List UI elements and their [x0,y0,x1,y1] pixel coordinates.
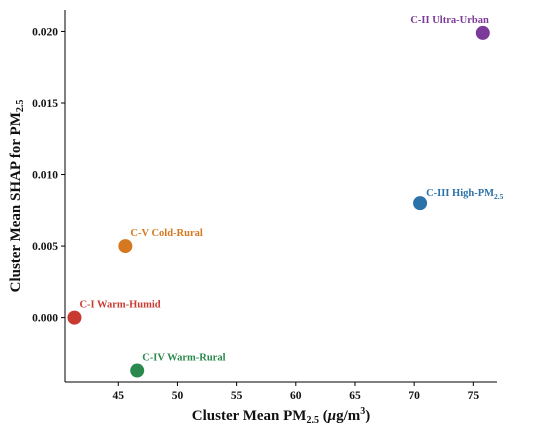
x-tick-label: 50 [172,390,184,402]
data-point [475,25,490,40]
y-tick-label: 0.000 [32,313,58,325]
point-label: C-I Warm-Humid [79,300,160,311]
data-points [67,25,490,378]
x-tick-label: 65 [349,390,361,402]
x-tick-label: 75 [468,390,480,402]
x-tick-label: 60 [290,390,302,402]
point-label: C-V Cold-Rural [130,228,203,239]
axes [64,10,497,383]
point-label: C-II Ultra-Urban [410,15,489,26]
data-point [130,363,145,378]
point-label: C-III High-PM2.5 [426,188,504,201]
point-labels: C-I Warm-Humid C-II Ultra-Urban C-III High… [79,15,503,364]
data-point [118,239,133,254]
ticks: 45 50 55 60 65 70 75 0.000 0.005 0.010 0.015 0.020 [32,26,479,402]
y-tick-label: 0.005 [32,241,58,253]
y-axis-title: Cluster Mean SHAP for PM2.5 [8,100,26,293]
data-point [413,196,428,211]
y-tick-label: 0.020 [32,26,58,38]
y-tick-label: 0.010 [32,170,58,182]
y-tick-label: 0.015 [32,98,58,110]
x-tick-label: 55 [231,390,243,402]
data-point [67,310,82,325]
point-label: C-IV Warm-Rural [142,353,225,364]
x-axis-title: Cluster Mean PM2.5 (μg/m3) [192,406,370,426]
x-tick-label: 45 [113,390,125,402]
x-tick-label: 70 [408,390,420,402]
